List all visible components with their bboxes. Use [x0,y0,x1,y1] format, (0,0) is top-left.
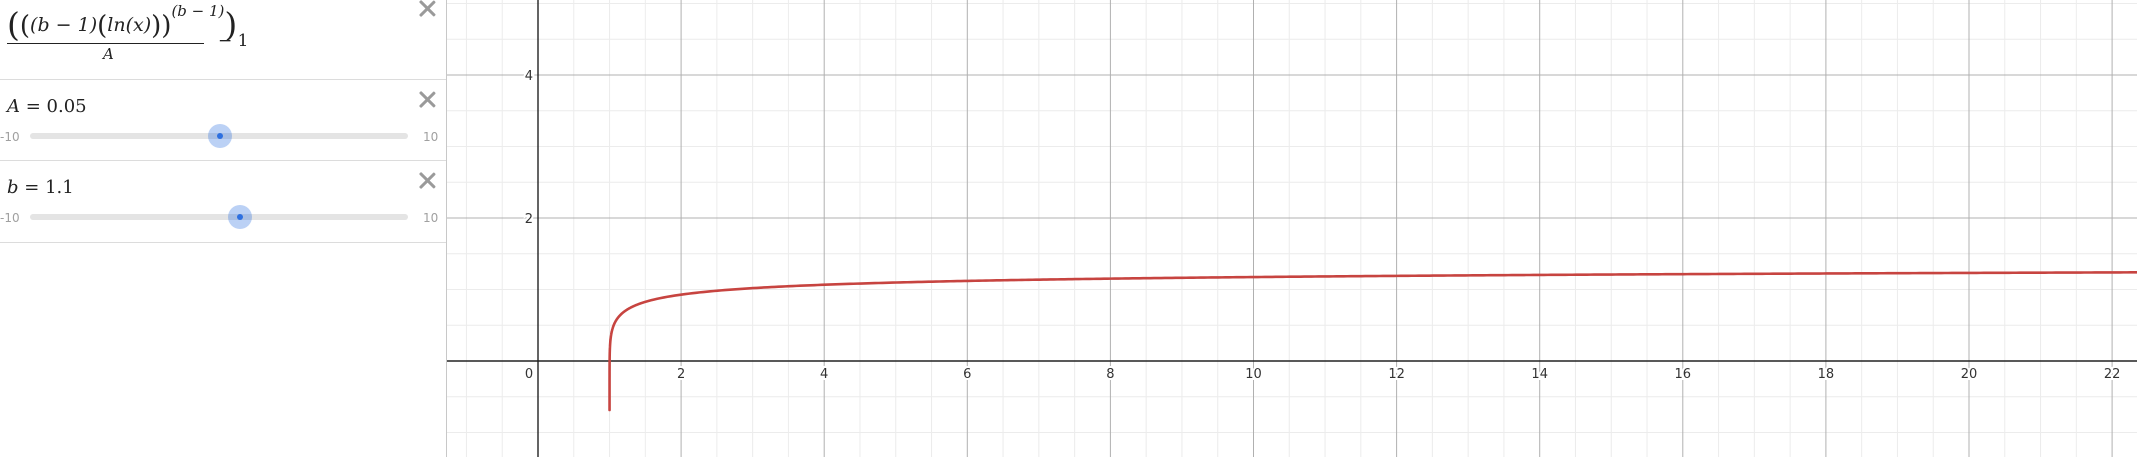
x-tick-label: 8 [1106,367,1114,382]
x-tick-label: 2 [677,367,685,382]
x-tick-labels: 0 2 4 6 8 10 12 14 16 18 20 22 [523,365,2123,384]
slider-b-max-label: 10 [423,211,439,225]
formula-factor-b: (b − 1) [30,14,98,36]
slider-a-thumb[interactable] [207,124,232,148]
delete-expression-icon[interactable] [418,171,436,189]
function-curve[interactable] [608,271,2137,412]
axes [447,0,2137,457]
minor-gridlines [447,0,2137,457]
delete-expression-icon[interactable] [418,0,436,17]
slider-b-variable: b [7,177,19,198]
slider-b-assignment[interactable]: b = 1.1 [7,177,74,198]
formula-numerator: (((b − 1)(ln(x)))(b − 1)) [7,2,238,44]
graph-canvas[interactable]: 0 2 4 6 8 10 12 14 16 18 20 22 42 [447,0,2137,457]
slider-a-min-label: -10 [0,130,20,144]
fraction-bar [7,43,204,45]
major-gridlines [447,0,2137,457]
x-tick-label: 14 [1531,367,1548,382]
y-tick-label: 2 [525,212,533,227]
expression-row-formula[interactable]: (((b − 1)(ln(x)))(b − 1)) A − 1 [0,0,446,80]
slider-a-value: = 0.05 [25,96,87,117]
expression-panel: (((b − 1)(ln(x)))(b − 1)) A − 1 A = 0.05… [0,0,447,457]
slider-b-value: = 1.1 [24,177,74,198]
formula-ln: ln(x) [107,14,152,36]
y-tick-labels: 42 [523,67,535,229]
y-tick-label: 4 [525,69,533,84]
x-tick-label: 16 [1675,367,1692,382]
slider-b-min-label: -10 [0,211,20,225]
expression-row-slider-b: b = 1.1 -10 10 [0,161,446,243]
formula-suffix: − 1 [218,31,249,51]
x-tick-label: 10 [1245,367,1262,382]
x-tick-label: 4 [820,367,828,382]
x-tick-label: 6 [963,367,971,382]
formula-denominator: A [103,45,114,63]
slider-a-max-label: 10 [423,130,439,144]
formula-exponent: (b − 1) [171,2,225,20]
x-tick-label: 12 [1388,367,1405,382]
slider-a-assignment[interactable]: A = 0.05 [7,96,87,117]
slider-a-variable: A [7,96,20,117]
x-tick-label: 20 [1961,367,1978,382]
x-tick-label: 18 [1818,367,1835,382]
slider-b-track[interactable] [30,214,408,220]
x-tick-label: 0 [525,367,533,382]
delete-expression-icon[interactable] [418,90,436,108]
x-tick-label: 22 [2104,367,2121,382]
expression-row-slider-a: A = 0.05 -10 10 [0,80,446,161]
slider-b-thumb[interactable] [227,205,252,229]
